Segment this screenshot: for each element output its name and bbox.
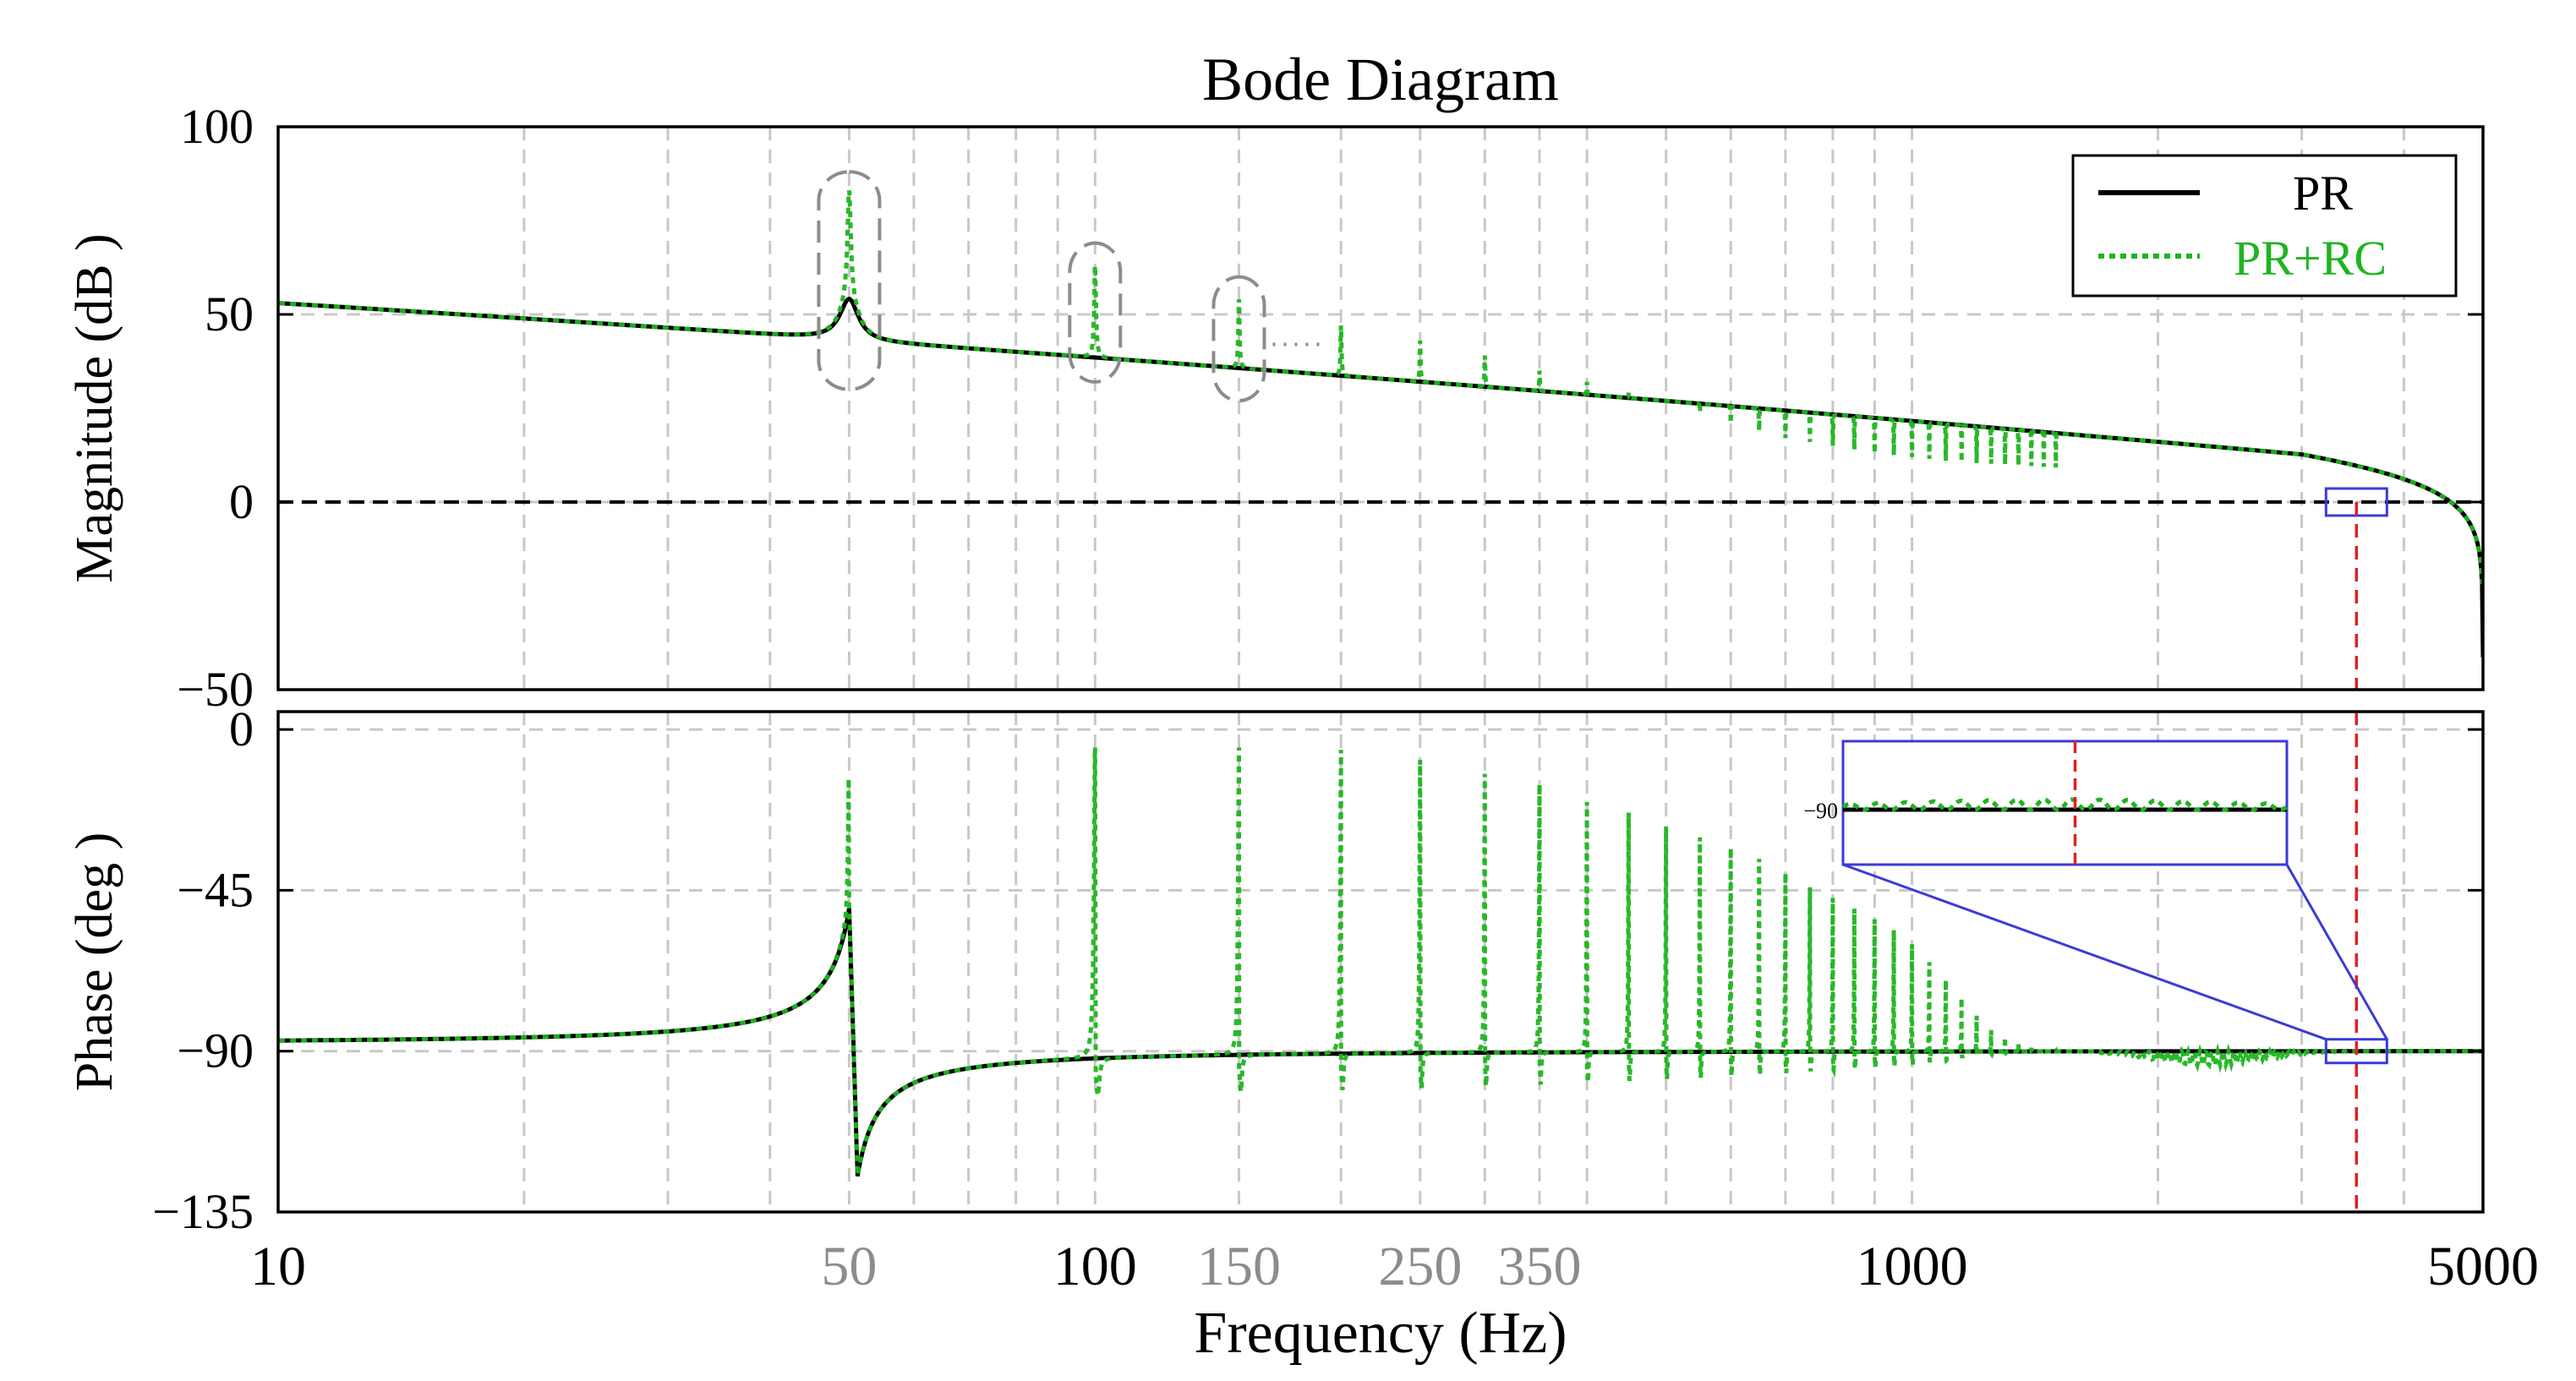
phase-zoom-inset: −90 [1803,740,2388,1041]
inset-connector-right [2285,864,2388,1040]
magnitude-y-tick-label: −50 [177,662,254,717]
phase-y-tick-label: −135 [152,1184,254,1239]
legend-label-pr: PR [2293,166,2353,221]
series-pr-phase-line [278,908,2483,1177]
x-axis-tick-labels: 10 50 100 150 250 350 1000 5000 [250,1236,2539,1297]
magnitude-y-label: Magnitude (dB ) [66,233,123,582]
legend-label-pr-rc: PR+RC [2234,231,2387,286]
x-tick-label: 1000 [1857,1236,1968,1297]
series-pr-rc-magnitude-line [279,190,2483,585]
magnitude-ticks: 100 50 0 −50 [177,99,2483,717]
x-tick-label: 5000 [2427,1236,2539,1297]
series-pr-rc-phase-line [278,747,2482,1176]
harmonic-annotation-capsule [1068,241,1123,384]
x-tick-label: 150 [1197,1236,1281,1297]
phase-y-tick-label: −90 [177,1023,254,1078]
series-pr-magnitude-line [278,297,2483,658]
inset-y-tick-label: −90 [1803,799,1838,823]
magnitude-frame [276,125,2485,691]
legend: PR PR+RC [2071,154,2458,297]
x-tick-label: 250 [1378,1236,1462,1297]
phase-plot-area [278,712,2483,1212]
x-tick-label: 100 [1053,1236,1137,1297]
inset-pr-rc-line [1841,797,2289,812]
x-axis-label: Frequency (Hz) [1194,1301,1567,1366]
phase-ticks: 0 −45 −90 −135 [152,701,2483,1239]
x-tick-label: 10 [250,1236,306,1297]
magnitude-y-tick-label: 50 [205,287,254,341]
x-tick-label: 50 [821,1236,877,1297]
phase-frame [276,710,2485,1214]
chart-title: Bode Diagram [1202,46,1559,113]
magnitude-panel: 100 50 0 −50 Magnitude (dB ) [66,99,2485,717]
magnitude-y-tick-label: 100 [180,99,254,154]
phase-panel: 0 −45 −90 −135 Phase (deg ) [66,701,2485,1239]
phase-y-tick-label: 0 [229,701,254,756]
harmonic-annotation-capsule [1211,275,1266,403]
harmonic-annotation-capsule [817,170,882,391]
x-tick-label: 350 [1498,1236,1582,1297]
magnitude-y-tick-label: 0 [229,474,254,529]
inset-connector-left [1842,863,2327,1041]
magnitude-plot-area [278,170,2483,690]
legend-box [2071,154,2458,297]
phase-zoom-source-box [2324,1038,2388,1065]
phase-y-label: Phase (deg ) [66,832,123,1091]
phase-y-tick-label: −45 [177,862,254,917]
